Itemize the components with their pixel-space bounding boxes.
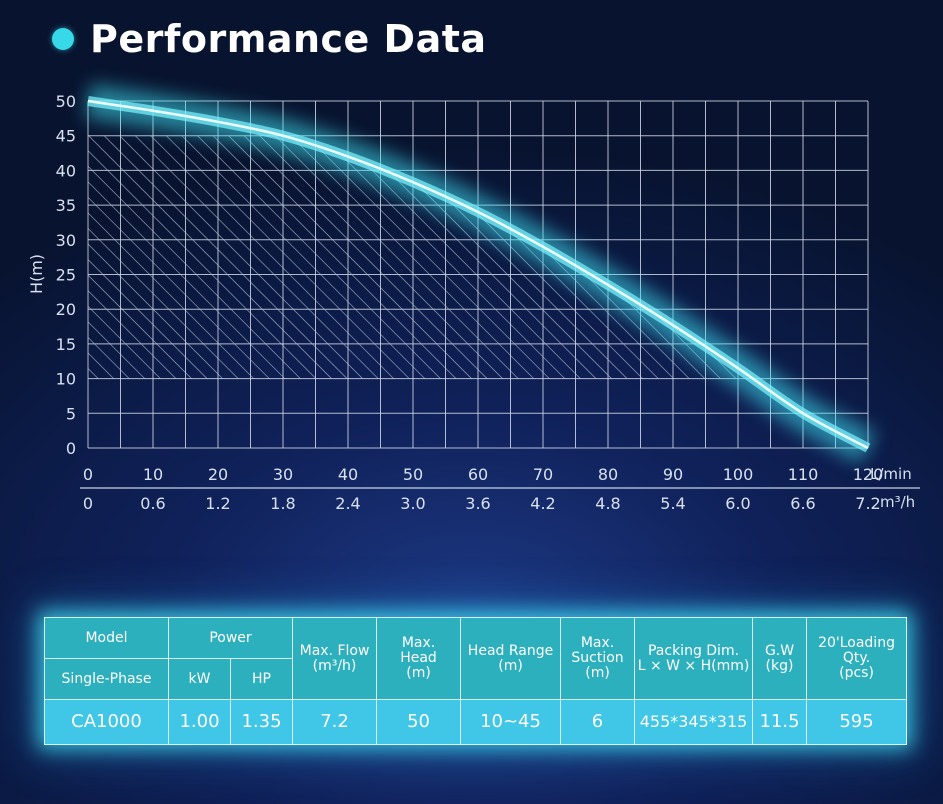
- y-tick-label: 0: [66, 439, 76, 458]
- x2-tick-label: 1.2: [205, 494, 230, 513]
- y-tick-label: 30: [56, 231, 76, 250]
- x2-tick-label: 3.0: [400, 494, 425, 513]
- cell-max-flow: 7.2: [292, 699, 378, 745]
- x-tick-label: 50: [403, 465, 423, 484]
- th-max-suction-l2: Suction: [571, 650, 624, 667]
- x-tick-label: 0: [83, 465, 93, 484]
- x2-tick-label: 2.4: [335, 494, 360, 513]
- th-max-head-l1: Max.: [401, 635, 436, 652]
- th-loading: 20'Loading Qty. (pcs): [806, 617, 908, 700]
- spec-table: Model Power Max. Flow (m³/h) Max. Head (…: [44, 617, 908, 745]
- x2-tick-label: 0.6: [140, 494, 165, 513]
- y-tick-label: 45: [56, 127, 76, 146]
- th-kw: kW: [168, 658, 231, 700]
- th-loading-l2: Qty.: [842, 650, 871, 667]
- x-tick-label: 20: [208, 465, 228, 484]
- th-single-phase: Single-Phase: [44, 658, 169, 700]
- x2-tick-label: 6.0: [725, 494, 750, 513]
- th-max-flow-l1: Max. Flow: [299, 642, 370, 659]
- x2-tick-label: 4.8: [595, 494, 620, 513]
- x-axis-unit-m3h: m³/h: [880, 493, 915, 511]
- th-max-head-l2: Head: [400, 650, 437, 667]
- th-head-range-l1: Head Range: [467, 642, 554, 659]
- x2-tick-label: 3.6: [465, 494, 490, 513]
- cell-packing: 455*345*315: [634, 699, 754, 745]
- th-max-flow: Max. Flow (m³/h): [292, 617, 378, 700]
- cell-max-suction: 6: [560, 699, 636, 745]
- th-loading-l3: (pcs): [839, 664, 874, 681]
- th-model: Model: [44, 617, 169, 659]
- performance-chart: 5045403530252015105000100.6201.2301.8402…: [27, 84, 920, 513]
- th-max-suction-l1: Max.: [580, 635, 615, 652]
- page-header: Performance Data: [52, 14, 487, 64]
- cell-head-range: 10~45: [460, 699, 562, 745]
- table-row: CA1000 1.00 1.35 7.2 50 10~45 6 455*345*…: [44, 699, 908, 745]
- x-tick-label: 100: [723, 465, 754, 484]
- th-loading-l1: 20'Loading: [818, 635, 895, 652]
- y-tick-label: 25: [56, 266, 76, 285]
- th-power: Power: [167, 617, 294, 659]
- y-tick-label: 5: [66, 404, 76, 423]
- cell-model: CA1000: [44, 699, 169, 745]
- y-tick-label: 10: [56, 370, 76, 389]
- y-tick-label: 40: [56, 161, 76, 180]
- x2-tick-label: 1.8: [270, 494, 295, 513]
- spec-table-container: Model Power Max. Flow (m³/h) Max. Head (…: [44, 617, 908, 745]
- cell-hp: 1.35: [229, 699, 294, 745]
- x-tick-label: 60: [468, 465, 488, 484]
- x2-tick-label: 4.2: [530, 494, 555, 513]
- y-axis-label: H(m): [27, 254, 46, 294]
- x-axis-unit-lmin: L/min: [870, 465, 912, 483]
- chart-area: [88, 135, 753, 379]
- x2-tick-label: 5.4: [660, 494, 685, 513]
- th-max-head-l3: (m): [406, 664, 431, 681]
- head-range-hatch: [88, 135, 753, 379]
- th-max-suction-l3: (m): [585, 664, 610, 681]
- chart-curve: [85, 84, 877, 464]
- th-head-range: Head Range (m): [460, 617, 562, 700]
- th-max-suction: Max. Suction (m): [560, 617, 636, 700]
- x-tick-label: 40: [338, 465, 358, 484]
- x-tick-label: 70: [533, 465, 553, 484]
- th-packing-l2: L × W × H(mm): [637, 657, 750, 674]
- x-tick-label: 80: [598, 465, 618, 484]
- th-packing-l1: Packing Dim.: [647, 642, 740, 659]
- x-tick-label: 120: [853, 465, 884, 484]
- th-head-range-l2: (m): [498, 657, 523, 674]
- y-tick-label: 20: [56, 300, 76, 319]
- cell-gw: 11.5: [752, 699, 808, 745]
- x2-tick-label: 0: [83, 494, 93, 513]
- x-tick-label: 90: [663, 465, 683, 484]
- x2-tick-label: 7.2: [855, 494, 880, 513]
- cell-kw: 1.00: [168, 699, 231, 745]
- y-tick-label: 50: [56, 92, 76, 111]
- x-tick-label: 110: [788, 465, 819, 484]
- x2-tick-label: 6.6: [790, 494, 815, 513]
- th-gw-l2: (kg): [765, 657, 794, 674]
- y-tick-label: 15: [56, 335, 76, 354]
- x-tick-label: 10: [143, 465, 163, 484]
- th-gw: G.W (kg): [752, 617, 808, 700]
- th-hp: HP: [229, 658, 294, 700]
- x-tick-label: 30: [273, 465, 293, 484]
- page-title: Performance Data: [90, 17, 487, 61]
- y-tick-label: 35: [56, 196, 76, 215]
- th-packing: Packing Dim. L × W × H(mm): [634, 617, 754, 700]
- th-gw-l1: G.W: [764, 642, 795, 659]
- cell-max-head: 50: [376, 699, 462, 745]
- th-max-flow-l2: (m³/h): [312, 657, 357, 674]
- th-max-head: Max. Head (m): [376, 617, 462, 700]
- chart-ticks: 5045403530252015105000100.6201.2301.8402…: [56, 92, 920, 513]
- cell-loading: 595: [806, 699, 908, 745]
- bullet-dot-icon: [52, 28, 74, 50]
